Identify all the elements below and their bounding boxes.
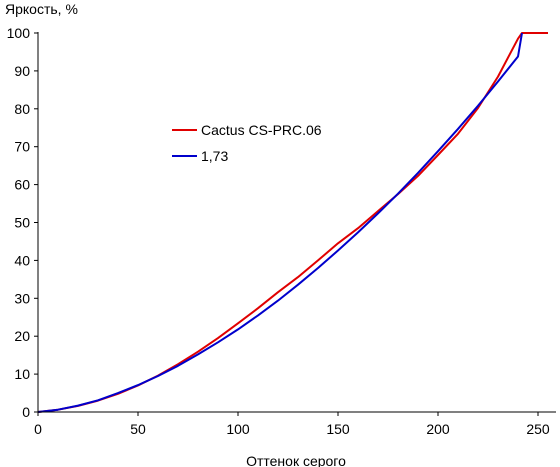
- plot-lines: [37, 32, 548, 413]
- x-tick-label: 100: [226, 421, 250, 437]
- y-tick-label: 50: [14, 215, 30, 231]
- legend-label-cactus: Cactus CS-PRC.06: [201, 122, 322, 138]
- y-tick-label: 100: [7, 25, 31, 41]
- x-tick-label: 200: [426, 421, 450, 437]
- x-tick-label: 150: [326, 421, 350, 437]
- x-tick-label: 250: [526, 421, 550, 437]
- y-tick-label: 60: [14, 177, 30, 193]
- series-line-0: [37, 32, 548, 413]
- x-axis-title: Оттенок серого: [246, 453, 346, 467]
- tick-labels: 0 10 20 30 40 50 60 70 80 90 100 0 50 100 150 200 250: [7, 25, 550, 437]
- y-tick-label: 10: [14, 366, 30, 382]
- y-tick-label: 90: [14, 63, 30, 79]
- y-tick-label: 40: [14, 252, 30, 268]
- y-tick-label: 20: [14, 328, 30, 344]
- y-tick-label: 0: [22, 404, 30, 420]
- series-line-1: [37, 32, 523, 413]
- y-tick-label: 70: [14, 139, 30, 155]
- legend: Cactus CS-PRC.06 1,73: [172, 122, 322, 164]
- y-tick-label: 30: [14, 290, 30, 306]
- x-tick-label: 0: [34, 421, 42, 437]
- axes: [34, 32, 556, 416]
- x-tick-label: 50: [130, 421, 146, 437]
- y-axis-title: Яркость, %: [5, 1, 78, 17]
- legend-label-gamma: 1,73: [201, 148, 228, 164]
- y-tick-label: 80: [14, 101, 30, 117]
